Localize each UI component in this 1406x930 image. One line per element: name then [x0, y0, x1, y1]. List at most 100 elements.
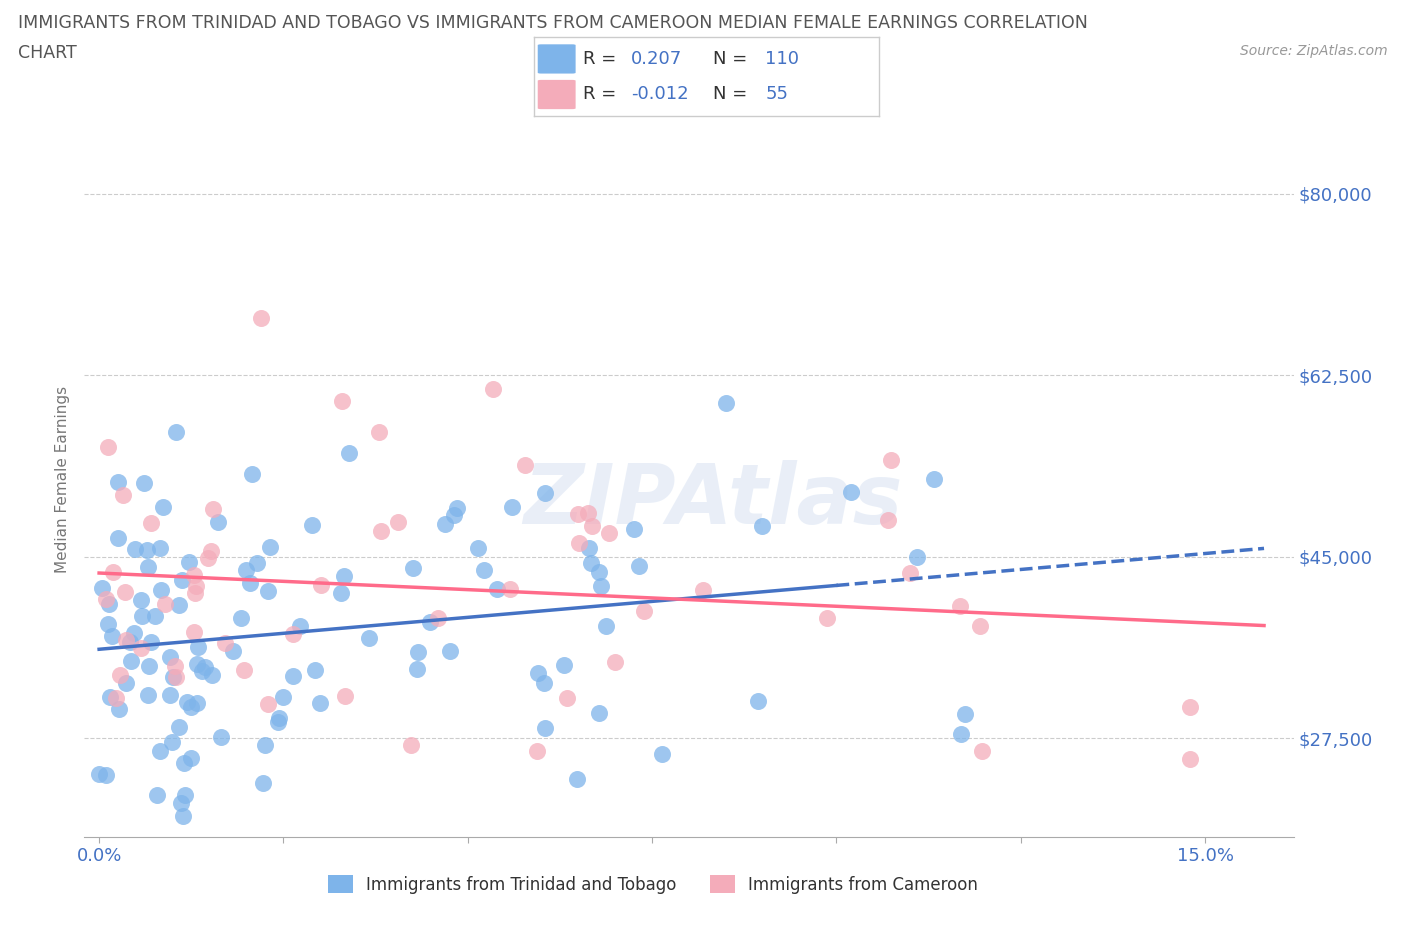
- Point: [633, 604, 655, 618]
- Point: [252, 776, 274, 790]
- Point: [955, 707, 977, 722]
- Point: [1180, 700, 1202, 715]
- Point: [288, 618, 311, 633]
- Point: [534, 721, 557, 736]
- Point: [180, 751, 202, 765]
- Point: [89, 766, 111, 781]
- Point: [949, 598, 972, 613]
- Text: R =: R =: [582, 50, 616, 68]
- Point: [250, 311, 273, 325]
- Point: [402, 561, 425, 576]
- Point: [880, 453, 903, 468]
- Point: [174, 788, 197, 803]
- Point: [107, 701, 129, 716]
- Point: [124, 541, 146, 556]
- Point: [136, 560, 159, 575]
- Point: [877, 513, 900, 528]
- Point: [370, 523, 392, 538]
- Point: [209, 729, 232, 744]
- Point: [118, 635, 141, 650]
- Point: [214, 635, 236, 650]
- Point: [146, 788, 169, 803]
- Point: [555, 691, 578, 706]
- Point: [159, 649, 181, 664]
- Point: [898, 565, 921, 580]
- Point: [183, 625, 205, 640]
- Point: [339, 445, 361, 460]
- Point: [628, 559, 651, 574]
- Point: [186, 657, 208, 671]
- Text: ZIPAtlas: ZIPAtlas: [523, 460, 903, 541]
- Point: [692, 582, 714, 597]
- Point: [200, 543, 222, 558]
- Text: 55: 55: [765, 86, 789, 103]
- Point: [482, 381, 505, 396]
- Point: [256, 584, 278, 599]
- Point: [433, 517, 456, 532]
- Text: 110: 110: [765, 50, 799, 68]
- Point: [589, 578, 612, 593]
- Point: [180, 699, 202, 714]
- Point: [332, 393, 354, 408]
- Point: [167, 598, 190, 613]
- Point: [207, 514, 229, 529]
- Point: [815, 611, 838, 626]
- Point: [152, 499, 174, 514]
- Point: [187, 640, 209, 655]
- Point: [271, 690, 294, 705]
- Point: [114, 632, 136, 647]
- Point: [183, 567, 205, 582]
- Point: [131, 608, 153, 623]
- Point: [91, 580, 114, 595]
- Point: [122, 626, 145, 641]
- Text: IMMIGRANTS FROM TRINIDAD AND TOBAGO VS IMMIGRANTS FROM CAMEROON MEDIAN FEMALE EA: IMMIGRANTS FROM TRINIDAD AND TOBAGO VS I…: [18, 14, 1088, 32]
- Point: [406, 661, 429, 676]
- Point: [239, 575, 262, 590]
- Point: [194, 659, 217, 674]
- Text: CHART: CHART: [18, 44, 77, 61]
- Point: [186, 695, 208, 710]
- Point: [515, 458, 537, 472]
- Point: [148, 540, 170, 555]
- Point: [235, 562, 257, 577]
- Point: [486, 581, 509, 596]
- Point: [446, 500, 468, 515]
- Point: [368, 425, 391, 440]
- Point: [603, 654, 626, 669]
- Point: [581, 519, 603, 534]
- Point: [136, 688, 159, 703]
- Point: [107, 475, 129, 490]
- Point: [129, 641, 152, 656]
- Point: [533, 675, 555, 690]
- Legend: Immigrants from Trinidad and Tobago, Immigrants from Cameroon: Immigrants from Trinidad and Tobago, Imm…: [321, 869, 984, 900]
- Point: [281, 627, 304, 642]
- Point: [201, 667, 224, 682]
- Text: Source: ZipAtlas.com: Source: ZipAtlas.com: [1240, 44, 1388, 58]
- Point: [107, 531, 129, 546]
- Point: [623, 522, 645, 537]
- Point: [177, 554, 200, 569]
- Point: [176, 695, 198, 710]
- Point: [257, 697, 280, 711]
- Point: [419, 615, 441, 630]
- Y-axis label: Median Female Earnings: Median Female Earnings: [55, 385, 70, 573]
- Point: [568, 536, 591, 551]
- Point: [149, 743, 172, 758]
- Point: [97, 616, 120, 631]
- Point: [170, 572, 193, 587]
- Point: [202, 501, 225, 516]
- Point: [233, 662, 256, 677]
- Point: [98, 597, 121, 612]
- Point: [165, 425, 187, 440]
- Point: [534, 485, 557, 500]
- Point: [1180, 751, 1202, 766]
- Point: [922, 472, 945, 486]
- Point: [169, 796, 191, 811]
- Point: [190, 664, 212, 679]
- Point: [651, 747, 673, 762]
- Point: [96, 767, 118, 782]
- Point: [588, 706, 610, 721]
- Point: [114, 675, 136, 690]
- Point: [969, 618, 991, 633]
- Point: [443, 508, 465, 523]
